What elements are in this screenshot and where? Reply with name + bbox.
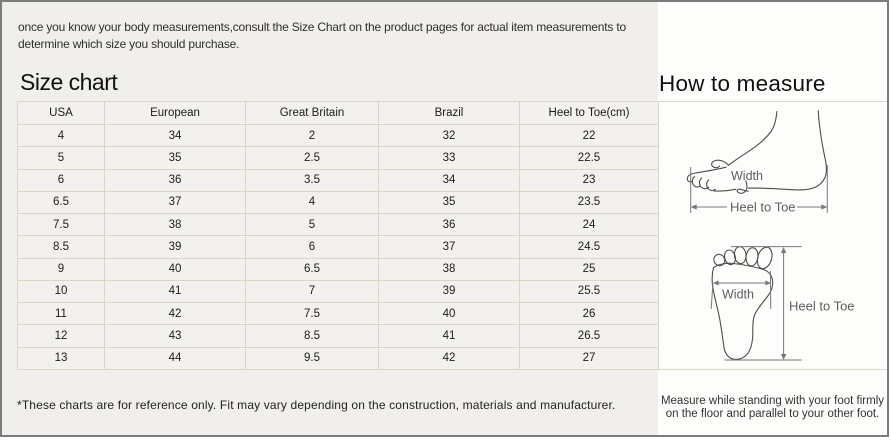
svg-text:Heel to Toe: Heel to Toe — [789, 299, 855, 314]
svg-text:Heel to Toe: Heel to Toe — [730, 200, 796, 215]
svg-text:Width: Width — [731, 169, 763, 183]
svg-text:Width: Width — [722, 288, 754, 302]
